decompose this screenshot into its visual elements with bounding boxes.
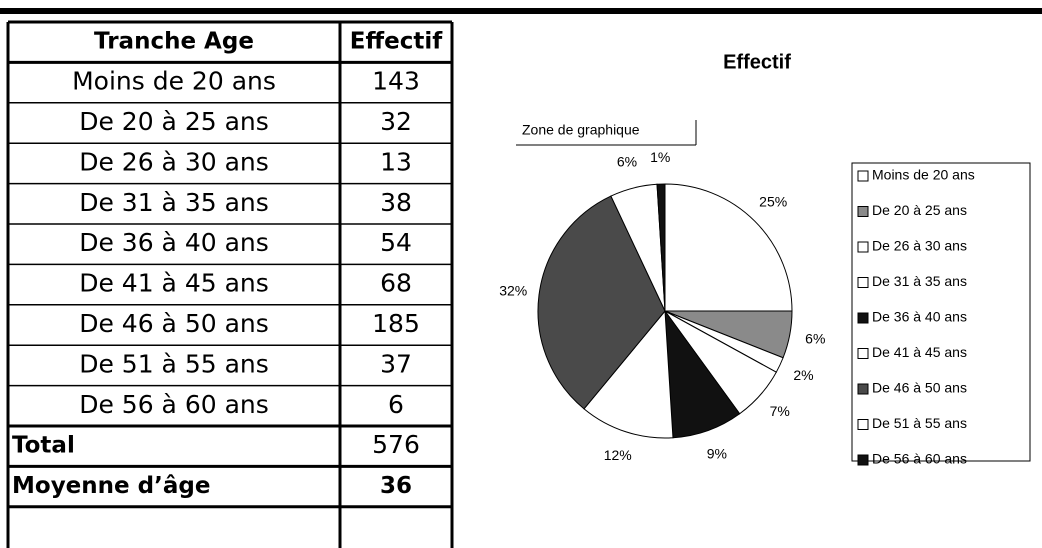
legend-label: De 41 à 45 ans <box>872 344 967 360</box>
legend-label: De 20 à 25 ans <box>872 202 967 218</box>
pie-slice <box>537 195 666 410</box>
average-value: 36 <box>380 473 412 499</box>
row-label: De 31 à 35 ans <box>79 188 269 217</box>
legend-label: De 51 à 55 ans <box>872 415 967 431</box>
pie-slice <box>664 183 793 312</box>
legend-swatch <box>857 383 869 395</box>
data-label: 7% <box>770 403 790 419</box>
legend-label: De 26 à 30 ans <box>872 238 967 254</box>
average-label: Moyenne d’âge <box>12 473 210 499</box>
legend-label: De 31 à 35 ans <box>872 273 967 289</box>
row-label: Moins de 20 ans <box>72 67 276 96</box>
legend-label: De 36 à 40 ans <box>872 309 967 325</box>
header-label: Tranche Age <box>94 29 254 55</box>
legend-box <box>851 162 1031 462</box>
row-label: De 41 à 45 ans <box>79 269 269 298</box>
data-label: 9% <box>707 446 727 462</box>
tooltip-bg <box>516 118 696 146</box>
legend-swatch <box>857 241 869 253</box>
legend-swatch <box>857 454 869 466</box>
pie-slice <box>583 309 674 439</box>
table: Tranche Age Effectif Moins de 20 ans 143 De … <box>6 20 454 548</box>
row-value: 13 <box>380 147 412 176</box>
legend-swatch <box>857 206 869 217</box>
row-value: 143 <box>372 67 420 96</box>
legend-label: Moins de 20 ans <box>872 167 975 183</box>
total-value: 576 <box>372 430 420 459</box>
total-label: Total <box>12 433 75 459</box>
pie-slice <box>656 183 666 312</box>
tooltip: Zone de graphique <box>522 122 640 138</box>
row-value: 54 <box>380 228 412 257</box>
legend-swatch <box>857 170 869 182</box>
row-value: 32 <box>380 107 412 136</box>
legend-swatch <box>857 348 869 359</box>
chart-title: Effectif <box>723 51 791 73</box>
row-value: 37 <box>380 349 412 378</box>
top-border <box>0 8 1042 14</box>
chart: Effectif Zone de graphique 25% Moins de 2… <box>499 51 1031 467</box>
row-value: 6 <box>388 390 404 419</box>
data-label: 25% <box>759 194 787 210</box>
legend-swatch <box>857 419 869 430</box>
row-label: De 46 à 50 ans <box>79 309 269 338</box>
row-label: De 36 à 40 ans <box>79 228 269 257</box>
data-label: 1% <box>650 149 670 165</box>
header-value: Effectif <box>350 29 443 55</box>
row-value: 68 <box>380 269 412 298</box>
row-label: De 56 à 60 ans <box>79 390 269 419</box>
legend-label: De 56 à 60 ans <box>872 451 967 467</box>
legend-swatch <box>857 312 869 324</box>
data-label: 32% <box>499 283 527 299</box>
legend-swatch <box>857 277 869 288</box>
row-label: De 26 à 30 ans <box>79 147 269 176</box>
data-label: 2% <box>793 367 813 383</box>
row-value: 38 <box>380 188 412 217</box>
row-label: De 51 à 55 ans <box>79 349 269 378</box>
row-value: 185 <box>372 309 420 338</box>
legend-label: De 46 à 50 ans <box>872 380 967 396</box>
data-label: 12% <box>604 447 632 463</box>
data-label: 6% <box>617 154 637 170</box>
data-label: 6% <box>805 330 825 346</box>
row-label: De 20 à 25 ans <box>79 107 269 136</box>
